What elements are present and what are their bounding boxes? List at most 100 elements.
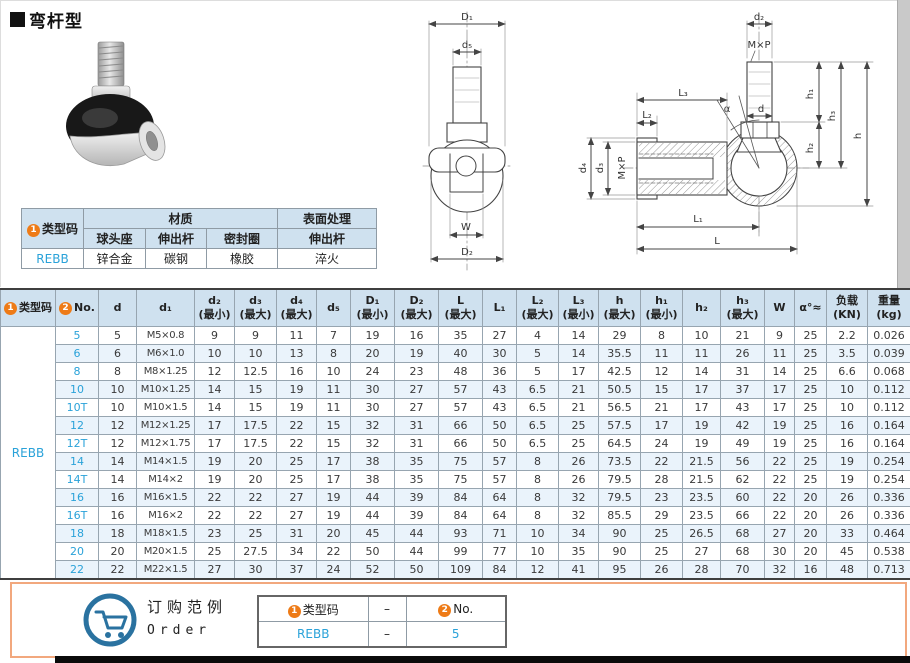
col-header: h₁ (最小) bbox=[640, 288, 683, 327]
spec-cell: 6.5 bbox=[516, 434, 559, 453]
col-header: d₁ bbox=[136, 288, 195, 327]
spec-cell: 22 bbox=[194, 488, 235, 507]
spec-cell: 25 bbox=[794, 380, 827, 399]
product-photo bbox=[66, 41, 166, 167]
spec-cell: 93 bbox=[438, 524, 483, 543]
spec-row: REBB 5 5 M5×0.8 9 9 11 7 19 16 35 27 4 14 29 8 10 21 9 25 2.… bbox=[0, 326, 910, 580]
spec-cell: M8×1.25 bbox=[136, 362, 195, 381]
svg-text:L₁: L₁ bbox=[693, 214, 703, 225]
col-header: 负载 (KN) bbox=[826, 288, 868, 327]
spec-cell: 38 bbox=[350, 470, 395, 489]
material-value: 碳钢 bbox=[145, 248, 207, 269]
spec-cell: 22 bbox=[764, 488, 795, 507]
dimension-drawings: D₁ d₅ W D₂ bbox=[422, 11, 874, 271]
col-header: d₂ (最小) bbox=[194, 288, 235, 327]
no-cell: 10 bbox=[55, 380, 99, 399]
spec-cell: 37 bbox=[276, 560, 317, 580]
spec-cell: 84 bbox=[438, 506, 483, 525]
spec-cell: 23.5 bbox=[682, 488, 721, 507]
cart-icon bbox=[82, 592, 138, 652]
spec-cell: 14 bbox=[194, 398, 235, 417]
spec-cell: 0.713 bbox=[867, 560, 910, 580]
spec-cell: 16 bbox=[826, 416, 868, 435]
spec-cell: 27.5 bbox=[234, 542, 277, 561]
spec-cell: 19 bbox=[682, 416, 721, 435]
spec-cell: 22 bbox=[316, 542, 351, 561]
col-header: 1 类型码 bbox=[0, 288, 56, 327]
svg-text:M×P: M×P bbox=[747, 40, 770, 51]
spec-cell: 57.5 bbox=[598, 416, 641, 435]
col-header: h (最大) bbox=[598, 288, 641, 327]
svg-text:M×P: M×P bbox=[617, 156, 628, 179]
spec-cell: 16 bbox=[394, 326, 439, 345]
spec-cell: 40 bbox=[438, 344, 483, 363]
spec-cell: 26.5 bbox=[682, 524, 721, 543]
spec-cell: 27 bbox=[394, 380, 439, 399]
spec-row: 8 8 M8×1.25 12 12.5 16 10 24 23 48 36 5 17 42.5 12 14 31… bbox=[1, 362, 910, 381]
spec-cell: 39 bbox=[394, 488, 439, 507]
spec-cell: 16 bbox=[98, 506, 137, 525]
spec-cell: 27 bbox=[276, 488, 317, 507]
spec-cell: 25 bbox=[794, 362, 827, 381]
spec-cell: 64 bbox=[482, 488, 517, 507]
spec-cell: 17 bbox=[194, 416, 235, 435]
svg-text:d₄: d₄ bbox=[578, 163, 589, 173]
spec-cell: 24 bbox=[350, 362, 395, 381]
spec-cell: 66 bbox=[720, 506, 765, 525]
spec-cell: 26 bbox=[826, 506, 868, 525]
spec-row: 22 22 M22×1.5 27 30 37 24 52 50 109 84 12 41 95 26 28 70… bbox=[1, 560, 910, 580]
spec-cell: 31 bbox=[394, 434, 439, 453]
spec-cell: 10 bbox=[234, 344, 277, 363]
spec-cell: 27 bbox=[482, 326, 517, 345]
svg-text:d₅: d₅ bbox=[462, 40, 472, 51]
spec-cell: 6.5 bbox=[516, 416, 559, 435]
spec-cell: M20×1.5 bbox=[136, 542, 195, 561]
spec-cell: 10 bbox=[826, 380, 868, 399]
spec-cell: 14 bbox=[194, 380, 235, 399]
spec-cell: 19 bbox=[826, 452, 868, 471]
spec-cell: 16 bbox=[98, 488, 137, 507]
spec-cell: 3.5 bbox=[826, 344, 868, 363]
svg-text:h₃: h₃ bbox=[827, 111, 838, 121]
col-header: 重量 (kg) bbox=[867, 288, 910, 327]
svg-text:D₁: D₁ bbox=[461, 12, 473, 23]
order-value-no: 5 bbox=[405, 621, 507, 648]
spec-cell: 8 bbox=[516, 452, 559, 471]
spec-cell: 75 bbox=[438, 452, 483, 471]
material-value: 淬火 bbox=[277, 248, 377, 269]
spec-cell: 30 bbox=[350, 380, 395, 399]
col-header: 2 No. bbox=[55, 288, 99, 327]
spec-cell: 25 bbox=[276, 452, 317, 471]
col-header: d bbox=[98, 288, 137, 327]
spec-row: 14 14 M14×1.5 19 20 25 17 38 35 75 57 8 26 73.5 22 21.5… bbox=[1, 452, 910, 471]
spec-cell: 15 bbox=[640, 380, 683, 399]
spec-cell: 11 bbox=[276, 326, 317, 345]
spec-cell: M12×1.25 bbox=[136, 416, 195, 435]
spec-cell: 9 bbox=[234, 326, 277, 345]
spec-cell: 31 bbox=[720, 362, 765, 381]
spec-cell: 17 bbox=[764, 380, 795, 399]
footer-bar bbox=[55, 656, 910, 663]
spec-cell: 15 bbox=[234, 398, 277, 417]
spec-cell: 0.164 bbox=[867, 416, 910, 435]
spec-cell: 25 bbox=[794, 434, 827, 453]
spec-cell: 12.5 bbox=[234, 362, 277, 381]
spec-cell: 12 bbox=[516, 560, 559, 580]
spec-cell: 19 bbox=[394, 344, 439, 363]
no-cell: 5 bbox=[55, 326, 99, 345]
spec-cell: 85.5 bbox=[598, 506, 641, 525]
spec-cell: 25 bbox=[794, 398, 827, 417]
spec-cell: 25 bbox=[640, 524, 683, 543]
no-cell: 16 bbox=[55, 488, 99, 507]
surface-header: 表面处理 bbox=[277, 208, 377, 229]
spec-cell: 8 bbox=[516, 488, 559, 507]
spec-cell: 28 bbox=[640, 470, 683, 489]
spec-cell: 0.254 bbox=[867, 470, 910, 489]
spec-cell: 19 bbox=[194, 470, 235, 489]
type-code-header: 1 类型码 bbox=[21, 208, 84, 249]
spec-row: 10T 10 M10×1.5 14 15 19 11 30 27 57 43 6.5 21 56.5 21 1… bbox=[1, 398, 910, 417]
type-code-value: REBB bbox=[21, 248, 84, 269]
svg-text:D₂: D₂ bbox=[461, 247, 473, 258]
spec-cell: 21 bbox=[720, 326, 765, 345]
spec-cell: 14 bbox=[98, 452, 137, 471]
